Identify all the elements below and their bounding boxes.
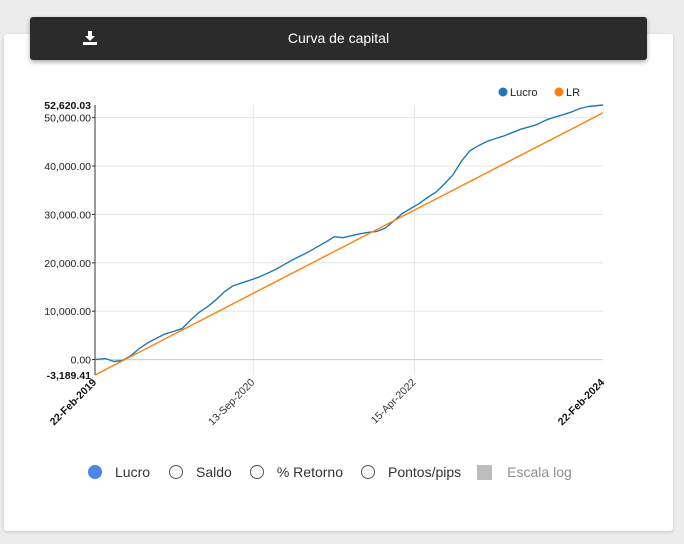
y-tick-label: 50,000.00: [44, 113, 91, 125]
chart-header: Curva de capital: [30, 17, 647, 60]
download-icon[interactable]: [82, 30, 98, 46]
pontos-option[interactable]: Pontos/pips: [361, 464, 461, 480]
retorno-label: % Retorno: [276, 464, 343, 480]
equity-curve-chart: 0.00 10,000.00 20,000.00 30,000.00 40,000.00…: [44, 87, 608, 429]
legend-label-lr: LR: [566, 87, 580, 99]
chart-card: [4, 34, 673, 531]
series-line-lucro: [94, 104, 604, 363]
x-tick-label: 15-Apr-2022: [369, 377, 419, 427]
x-tick-label: 13-Sep-2020: [206, 377, 258, 429]
retorno-radio[interactable]: [249, 465, 264, 479]
lucro-label: Lucro: [115, 464, 151, 480]
x-tick-label: 22-Feb-2019: [48, 377, 100, 429]
y-tick-label: 30,000.00: [44, 209, 91, 221]
retorno-option[interactable]: % Retorno: [249, 464, 343, 480]
x-tick-label: 22-Feb-2024: [556, 377, 608, 429]
log-scale-option[interactable]: Escala log: [477, 464, 572, 480]
lucro-option[interactable]: Lucro: [88, 464, 150, 480]
y-tick-label: 10,000.00: [44, 306, 91, 318]
pontos-label: Pontos/pips: [388, 464, 462, 480]
series-line-lr: [94, 112, 604, 376]
y-tick-label: 0.00: [71, 355, 92, 367]
pontos-radio[interactable]: [361, 465, 375, 479]
legend-marker-lucro: [498, 87, 508, 97]
y-tick-label: 40,000.00: [44, 161, 91, 173]
saldo-label: Saldo: [196, 464, 232, 480]
log-scale-checkbox[interactable]: [477, 464, 493, 480]
log-scale-label: Escala log: [507, 464, 572, 480]
saldo-radio[interactable]: [169, 465, 184, 479]
chart-title: Curva de capital: [287, 30, 390, 46]
y-tick-label: 20,000.00: [44, 258, 91, 270]
lucro-radio[interactable]: [88, 465, 102, 479]
legend-label-lucro: Lucro: [510, 87, 538, 99]
chart-controls: Lucro Saldo % Retorno Pontos/pips Escala…: [88, 462, 572, 482]
y-max-label: 52,620.03: [44, 100, 91, 112]
saldo-option[interactable]: Saldo: [169, 464, 232, 480]
y-min-label: -3,189.41: [47, 370, 92, 382]
legend-marker-lr: [554, 87, 564, 97]
